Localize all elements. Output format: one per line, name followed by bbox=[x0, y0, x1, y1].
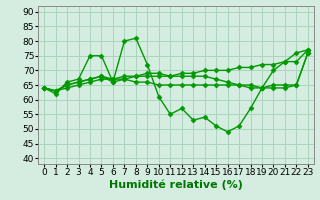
X-axis label: Humidité relative (%): Humidité relative (%) bbox=[109, 180, 243, 190]
